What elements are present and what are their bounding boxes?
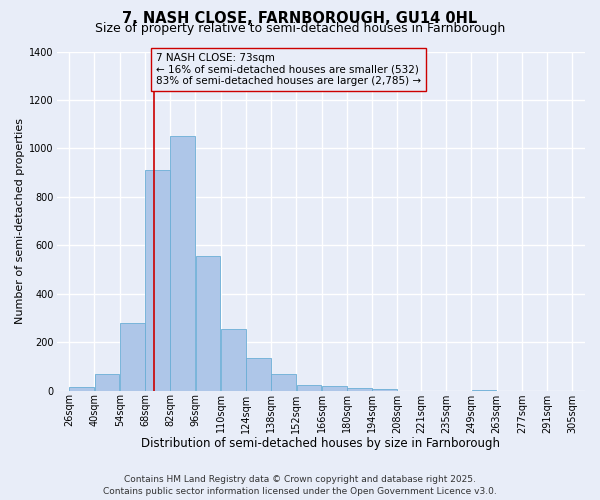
Bar bbox=[70, 387, 94, 390]
Bar bbox=[297, 384, 322, 390]
Text: Contains HM Land Registry data © Crown copyright and database right 2025.
Contai: Contains HM Land Registry data © Crown c… bbox=[103, 475, 497, 496]
Text: 7, NASH CLOSE, FARNBOROUGH, GU14 0HL: 7, NASH CLOSE, FARNBOROUGH, GU14 0HL bbox=[122, 11, 478, 26]
Bar bbox=[271, 374, 296, 390]
Text: 7 NASH CLOSE: 73sqm
← 16% of semi-detached houses are smaller (532)
83% of semi-: 7 NASH CLOSE: 73sqm ← 16% of semi-detach… bbox=[156, 52, 421, 86]
Bar bbox=[120, 322, 145, 390]
Bar bbox=[322, 386, 347, 390]
Bar bbox=[170, 136, 195, 390]
Bar bbox=[196, 256, 220, 390]
Y-axis label: Number of semi-detached properties: Number of semi-detached properties bbox=[15, 118, 25, 324]
Text: Size of property relative to semi-detached houses in Farnborough: Size of property relative to semi-detach… bbox=[95, 22, 505, 35]
X-axis label: Distribution of semi-detached houses by size in Farnborough: Distribution of semi-detached houses by … bbox=[141, 437, 500, 450]
Bar bbox=[145, 170, 170, 390]
Bar bbox=[347, 388, 372, 390]
Bar bbox=[95, 374, 119, 390]
Bar bbox=[246, 358, 271, 390]
Bar bbox=[221, 329, 245, 390]
